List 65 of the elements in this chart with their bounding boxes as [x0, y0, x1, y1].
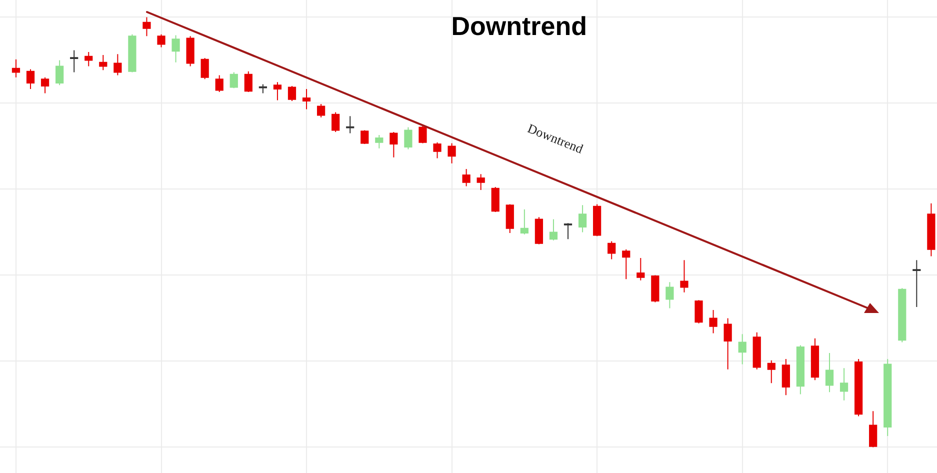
candlestick [912, 260, 921, 308]
candlestick [448, 142, 456, 164]
candlestick [564, 222, 572, 240]
candlestick [128, 34, 136, 73]
candlestick [927, 202, 936, 257]
candlestick [782, 358, 790, 396]
candlestick [273, 82, 282, 101]
candlestick [12, 58, 20, 78]
candlestick [666, 282, 674, 309]
candlestick [724, 318, 732, 370]
candlestick [142, 16, 151, 37]
candlestick [114, 54, 122, 76]
candlestick [244, 70, 252, 93]
candlestick [230, 72, 238, 89]
candlestick [215, 74, 224, 93]
candlestick [476, 174, 485, 191]
candlestick [390, 132, 398, 158]
candlestick [869, 410, 878, 448]
candlestick [651, 274, 660, 303]
candlestick [854, 358, 863, 417]
candlestick [825, 352, 834, 393]
candlestick [680, 260, 688, 293]
candlestick [462, 168, 470, 187]
candlestick [840, 368, 848, 401]
candlestick [593, 204, 602, 237]
candlestick [752, 332, 761, 370]
candlestick [636, 258, 645, 281]
candlestick [346, 116, 354, 134]
candlestick [40, 76, 50, 94]
candlestick [694, 300, 703, 324]
candlestick [186, 36, 194, 67]
candlestick [884, 358, 892, 437]
candlestick [767, 360, 776, 384]
candlestick [316, 104, 326, 118]
candlestick [84, 52, 93, 67]
candlestick [491, 186, 500, 212]
candlestick [258, 84, 267, 94]
candlestick [70, 50, 78, 73]
candlestick [200, 58, 209, 80]
candlestick [608, 240, 616, 260]
candlestick [302, 88, 311, 110]
candlestick [157, 34, 166, 48]
candlestick [578, 204, 587, 233]
candlestick [534, 216, 544, 245]
chart-title: Downtrend [451, 11, 587, 42]
candlestick [738, 334, 746, 365]
candlestick [99, 54, 108, 71]
candlestick [418, 124, 427, 144]
candlestick [360, 130, 369, 145]
candlestick [433, 142, 442, 159]
candlestick [796, 344, 804, 395]
candlestick [332, 112, 340, 133]
candlestick [810, 338, 820, 381]
candlestick [172, 34, 180, 63]
candlestick [898, 288, 906, 343]
candlestick [622, 248, 630, 280]
candlestick [506, 204, 514, 234]
candlestick [404, 126, 412, 150]
candlestick [26, 68, 35, 90]
candlestick [549, 218, 558, 241]
candlestick [709, 310, 718, 334]
candlestick [56, 60, 64, 86]
candlestick [375, 134, 384, 149]
candlestick [520, 208, 528, 235]
candlestick [288, 86, 296, 102]
